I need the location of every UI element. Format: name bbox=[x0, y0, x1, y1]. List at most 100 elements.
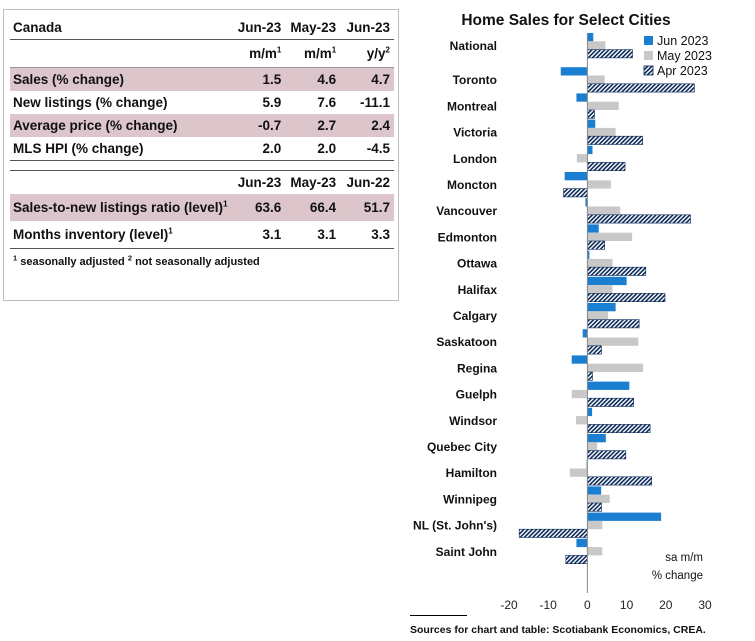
table-row-months-inventory: Months inventory (level)1 3.1 3.1 3.3 bbox=[10, 221, 394, 249]
x-tick-label: -20 bbox=[500, 598, 518, 612]
chart-title: Home Sales for Select Cities bbox=[461, 12, 670, 29]
bar-winnipeg-may-2023 bbox=[587, 494, 610, 503]
category-label-national: National bbox=[450, 39, 497, 53]
bar-saskatoon-jun-2023 bbox=[582, 329, 588, 338]
bar-hamilton-apr-2023 bbox=[587, 476, 652, 486]
x-tick-label: -10 bbox=[540, 598, 558, 612]
table-row-average-price: Average price (% change) -0.7 2.7 2.4 bbox=[10, 114, 394, 137]
bar-victoria-jun-2023 bbox=[587, 119, 596, 128]
category-label-victoria: Victoria bbox=[453, 126, 497, 140]
table-row-new-listings: New listings (% change) 5.9 7.6 -11.1 bbox=[13, 95, 390, 110]
category-label-quebec-city: Quebec City bbox=[427, 440, 497, 454]
category-label-vancouver: Vancouver bbox=[436, 204, 497, 218]
bar-moncton-jun-2023 bbox=[564, 172, 588, 181]
x-tick-label: 20 bbox=[659, 598, 673, 612]
bar-montreal-apr-2023 bbox=[587, 109, 595, 119]
category-label-regina: Regina bbox=[457, 361, 497, 375]
category-label-winnipeg: Winnipeg bbox=[443, 492, 497, 506]
bar-national-may-2023 bbox=[587, 41, 606, 50]
bar-london-may-2023 bbox=[576, 154, 588, 163]
bar-halifax-may-2023 bbox=[587, 285, 613, 294]
unit-col2: m/m1 bbox=[285, 39, 341, 68]
bar-windsor-may-2023 bbox=[576, 416, 588, 425]
bar-halifax-apr-2023 bbox=[587, 293, 666, 302]
bar-nl-st-john-s-may-2023 bbox=[587, 520, 603, 530]
category-label-windsor: Windsor bbox=[449, 414, 497, 428]
bar-national-jun-2023 bbox=[587, 33, 594, 42]
table-header-col3: Jun-23 bbox=[340, 16, 394, 40]
summary-table-panel: Canada Jun-23 May-23 Jun-23 m/m1 m/m1 y/… bbox=[3, 9, 399, 301]
bar-halifax-jun-2023 bbox=[587, 276, 627, 286]
table-header2-col1: Jun-23 bbox=[231, 170, 286, 194]
bar-toronto-apr-2023 bbox=[587, 83, 695, 93]
bar-guelph-apr-2023 bbox=[587, 397, 634, 407]
bar-edmonton-jun-2023 bbox=[587, 224, 599, 233]
table-header2-col2: May-23 bbox=[285, 170, 341, 194]
category-label-edmonton: Edmonton bbox=[438, 230, 497, 244]
bar-windsor-jun-2023 bbox=[587, 407, 593, 417]
bar-calgary-jun-2023 bbox=[587, 303, 616, 312]
bar-regina-may-2023 bbox=[587, 363, 644, 372]
x-tick-label: 10 bbox=[620, 598, 634, 612]
x-tick-label: 30 bbox=[698, 598, 712, 612]
annotation-line: sa m/m bbox=[665, 552, 703, 564]
bar-saint-john-jun-2023 bbox=[576, 538, 588, 548]
bar-calgary-may-2023 bbox=[587, 311, 609, 320]
category-label-montreal: Montreal bbox=[447, 99, 497, 113]
bar-windsor-apr-2023 bbox=[587, 424, 651, 433]
bar-ottawa-jun-2023 bbox=[587, 250, 590, 259]
legend-label-apr-2023: Apr 2023 bbox=[657, 64, 708, 78]
sources-note: Sources for chart and table: Scotiabank … bbox=[410, 624, 706, 636]
bar-montreal-may-2023 bbox=[587, 101, 619, 110]
table-footnote: 1 seasonally adjusted 2 not seasonally a… bbox=[13, 253, 260, 268]
bar-saint-john-apr-2023 bbox=[565, 555, 588, 565]
category-label-hamilton: Hamilton bbox=[446, 466, 497, 480]
bar-hamilton-may-2023 bbox=[569, 468, 588, 477]
bar-guelph-jun-2023 bbox=[587, 381, 630, 390]
chart-annotation: sa m/m % change bbox=[652, 552, 703, 582]
bar-winnipeg-apr-2023 bbox=[587, 502, 602, 512]
table-header2-col3: Jun-22 bbox=[340, 170, 394, 194]
bar-calgary-apr-2023 bbox=[587, 319, 640, 329]
x-axis: -20 -10 0 10 20 30 bbox=[500, 33, 712, 612]
bar-toronto-jun-2023 bbox=[560, 67, 588, 76]
category-label-guelph: Guelph bbox=[456, 388, 497, 402]
bars-layer bbox=[518, 33, 695, 565]
bar-quebec-city-may-2023 bbox=[587, 442, 598, 451]
bar-quebec-city-apr-2023 bbox=[587, 450, 627, 460]
unit-col1: m/m1 bbox=[231, 39, 286, 68]
bar-quebec-city-jun-2023 bbox=[587, 434, 606, 443]
table-header-col2: May-23 bbox=[285, 16, 341, 40]
bar-saint-john-may-2023 bbox=[587, 547, 603, 556]
category-label-toronto: Toronto bbox=[453, 73, 497, 87]
bar-victoria-may-2023 bbox=[587, 127, 616, 137]
category-labels: National Toronto Montreal Victoria London Mon… bbox=[413, 39, 497, 559]
bar-london-jun-2023 bbox=[587, 145, 593, 155]
bar-ottawa-may-2023 bbox=[587, 258, 613, 268]
legend-swatch-jun-2023 bbox=[644, 36, 653, 45]
annotation-line: % change bbox=[652, 570, 703, 582]
table-row-sales: Sales (% change) 1.5 4.6 4.7 bbox=[10, 67, 394, 91]
category-label-saint-john: Saint John bbox=[436, 545, 497, 559]
bar-edmonton-may-2023 bbox=[587, 232, 633, 241]
category-label-saskatoon: Saskatoon bbox=[436, 335, 497, 349]
table-header-col1: Jun-23 bbox=[231, 16, 286, 40]
category-label-nl-st-john-s: NL (St. John's) bbox=[413, 519, 497, 533]
bar-victoria-apr-2023 bbox=[587, 135, 643, 145]
bar-nl-st-john-s-apr-2023 bbox=[518, 528, 588, 538]
bar-winnipeg-jun-2023 bbox=[587, 486, 602, 495]
unit-col3: y/y2 bbox=[340, 39, 394, 68]
category-label-halifax: Halifax bbox=[458, 283, 498, 297]
x-tick-label: 0 bbox=[584, 598, 591, 612]
bar-vancouver-apr-2023 bbox=[587, 214, 691, 224]
category-label-calgary: Calgary bbox=[453, 309, 497, 323]
table-title-row: Canada Jun-23 May-23 Jun-23 bbox=[10, 16, 394, 40]
bar-vancouver-jun-2023 bbox=[585, 198, 588, 207]
summary-table: Canada Jun-23 May-23 Jun-23 m/m1 m/m1 y/… bbox=[10, 16, 394, 275]
bar-saskatoon-apr-2023 bbox=[587, 345, 602, 355]
bar-guelph-may-2023 bbox=[571, 389, 588, 399]
bar-ottawa-apr-2023 bbox=[587, 266, 647, 276]
table-header2-row: Jun-23 May-23 Jun-22 bbox=[10, 170, 394, 194]
